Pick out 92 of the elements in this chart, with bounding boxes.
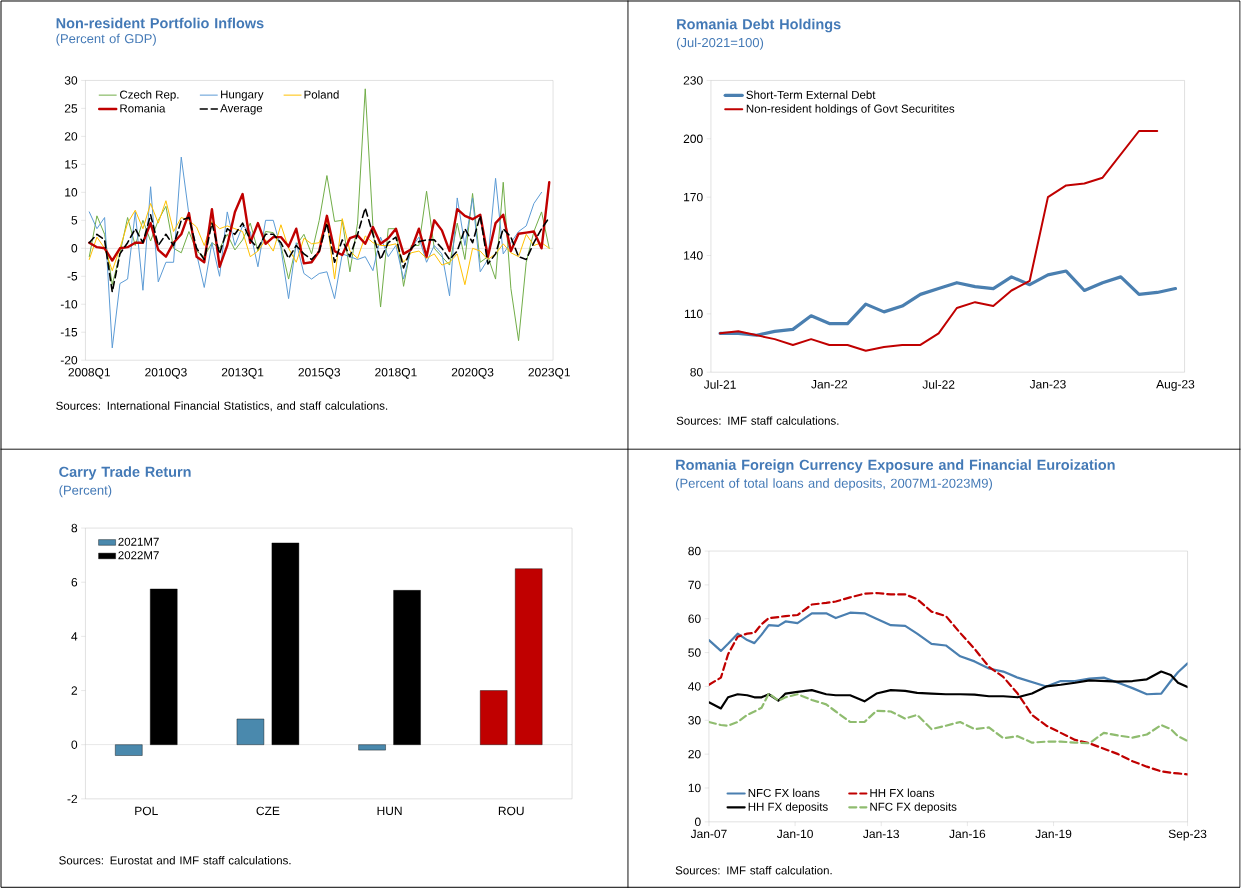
x-tick-label: Jan-07	[690, 829, 727, 838]
y-tick-label: 70	[688, 580, 701, 589]
x-tick-label: Jul-22	[922, 379, 955, 389]
y-tick-label: 200	[683, 134, 703, 143]
y-tick-label: 8	[71, 523, 78, 533]
y-tick-label: 30	[64, 76, 78, 85]
x-tick-label: Jan-10	[776, 829, 813, 838]
chart-subtitle: (Percent of total loans and deposits, 2007M1-2023M9)	[675, 478, 993, 491]
legend-label: Average	[220, 104, 263, 115]
y-tick-label: 0	[71, 740, 78, 749]
x-tick-label: Jul-21	[703, 379, 736, 389]
x-tick-label: Aug-23	[1156, 379, 1195, 391]
y-tick-label: -15	[60, 327, 78, 337]
x-tick-label: 2023Q1	[528, 367, 570, 379]
line-series	[88, 180, 551, 268]
bar	[271, 542, 300, 745]
y-tick-label: 15	[65, 160, 78, 169]
source-note: Sources: IMF staff calculation.	[675, 865, 832, 875]
line-series	[88, 207, 551, 293]
y-tick-label: 80	[688, 546, 701, 556]
bar	[150, 588, 178, 745]
y-tick-label: 10	[688, 783, 701, 793]
bar	[393, 590, 421, 745]
y-tick-label: 30	[688, 715, 701, 725]
legend-label: 2021M7	[118, 537, 159, 546]
legend-label: Hungary	[221, 90, 264, 101]
chart-subtitle: (Jul-2021=100)	[676, 37, 764, 50]
y-tick-label: -20	[60, 355, 78, 365]
x-tick-label: Jan-16	[949, 829, 986, 838]
legend-label: Non-resident holdings of Govt Securitites	[746, 104, 955, 115]
y-tick-label: 0	[694, 817, 701, 826]
x-tick-label: 2013Q1	[221, 367, 264, 379]
bar	[358, 744, 386, 751]
legend-label: NFC FX loans	[748, 788, 820, 797]
x-tick-label: 2015Q3	[298, 367, 341, 379]
chart-title: Romania Foreign Currency Exposure and Financial Euroization	[676, 459, 1115, 473]
y-tick-label: 110	[684, 309, 703, 318]
chart-title: Romania Debt Holdings	[677, 18, 841, 33]
y-tick-label: 4	[71, 632, 78, 641]
source-note: Sources: IMF staff calculations.	[676, 416, 839, 425]
y-tick-label: 60	[688, 614, 701, 623]
legend-label: Czech Rep.	[120, 90, 179, 101]
chart-subtitle: (Percent of GDP)	[56, 33, 156, 46]
y-tick-label: -5	[67, 271, 78, 281]
y-tick-label: -10	[60, 299, 78, 309]
legend-label: NFC FX deposits	[870, 802, 957, 813]
bar	[236, 718, 265, 745]
x-tick-label: 2010Q3	[145, 367, 187, 379]
chart-subtitle: (Percent)	[59, 485, 112, 498]
y-tick-label: 40	[688, 682, 701, 691]
y-tick-label: 10	[65, 187, 78, 197]
x-tick-label: Sep-23	[1168, 829, 1207, 841]
line-series	[88, 200, 550, 286]
y-tick-label: 230	[683, 76, 703, 85]
chart-title: Non-resident Portfolio Inflows	[56, 17, 264, 29]
legend-label: Poland	[304, 90, 339, 99]
x-tick-label: POL	[135, 806, 158, 815]
x-tick-label: CZE	[256, 806, 280, 815]
x-tick-label: Jan-22	[811, 379, 848, 389]
legend-label: Short-Term External Debt	[746, 90, 876, 99]
bar	[480, 690, 508, 745]
source-note: Sources: International Financial Statistics, and staff calculations.	[56, 401, 388, 412]
x-tick-label: 2008Q1	[68, 367, 111, 379]
y-tick-label: 50	[688, 648, 701, 657]
x-tick-label: HUN	[377, 806, 402, 815]
y-tick-label: 2	[71, 686, 78, 695]
x-tick-label: ROU	[498, 806, 524, 815]
chart-title: Carry Trade Return	[59, 466, 191, 480]
y-tick-label: 170	[684, 192, 703, 202]
y-tick-label: 140	[684, 251, 703, 260]
bar	[115, 744, 143, 756]
y-tick-label: 20	[64, 132, 78, 141]
y-tick-label: 80	[690, 367, 703, 377]
bar	[515, 568, 543, 745]
y-tick-label: 20	[688, 749, 701, 759]
x-tick-label: 2020Q3	[451, 367, 494, 379]
legend-label: 2022M7	[118, 551, 159, 560]
source-note: Sources: Eurostat and IMF staff calculations.	[59, 855, 291, 865]
x-tick-label: Jan-13	[863, 829, 900, 838]
x-tick-label: 2018Q1	[375, 367, 417, 379]
legend-label: HH FX deposits	[748, 802, 828, 813]
legend-label: Romania	[120, 103, 166, 113]
y-tick-label: 5	[71, 216, 78, 225]
line-series	[708, 692, 1188, 745]
y-tick-label: 0	[71, 243, 78, 253]
y-tick-label: 6	[71, 577, 78, 587]
x-tick-label: Jan-19	[1035, 829, 1072, 838]
y-tick-label: -2	[67, 794, 78, 803]
legend-label: HH FX loans	[870, 788, 935, 797]
y-tick-label: 25	[64, 104, 78, 113]
line-series	[718, 269, 1178, 337]
x-tick-label: Jan-23	[1029, 379, 1066, 389]
